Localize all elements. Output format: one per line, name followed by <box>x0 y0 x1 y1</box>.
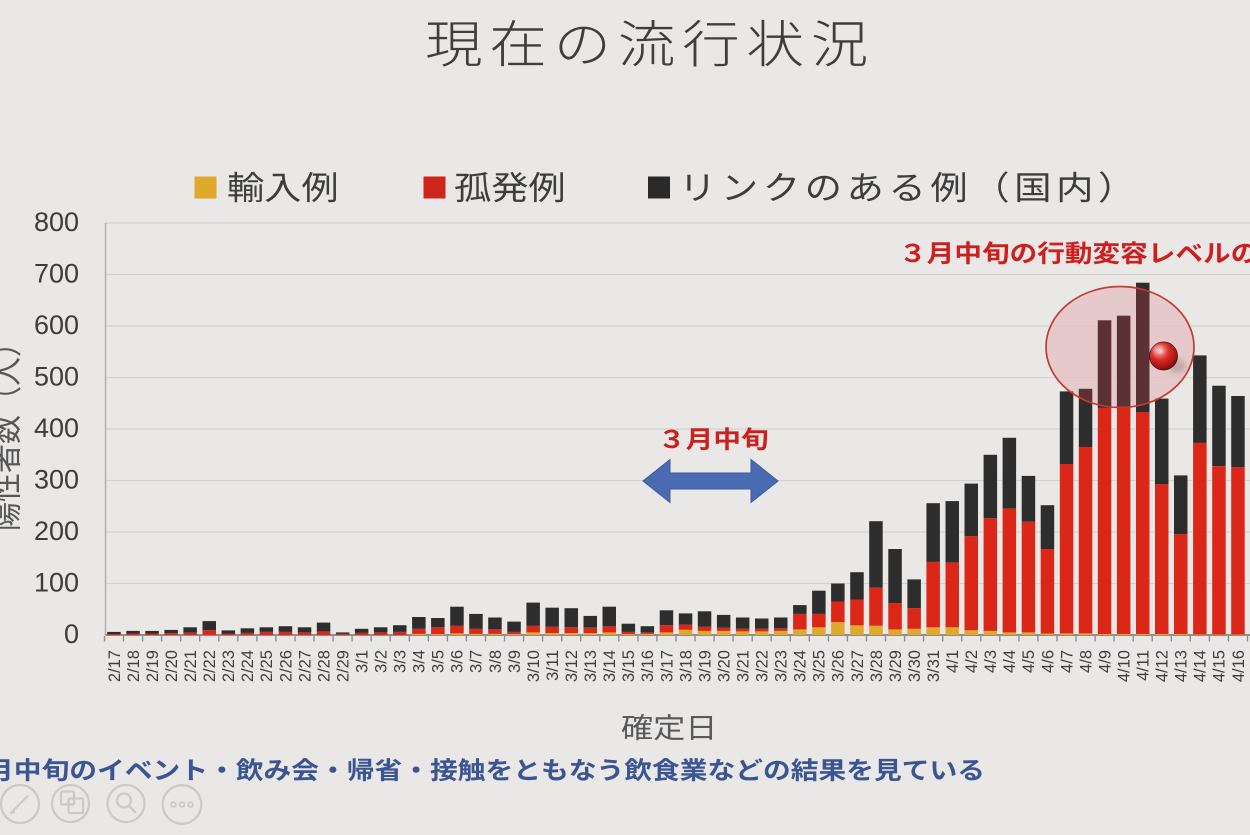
svg-text:800: 800 <box>34 207 79 237</box>
svg-text:2/22: 2/22 <box>201 650 219 682</box>
svg-text:3/1: 3/1 <box>353 650 371 673</box>
svg-text:4/8: 4/8 <box>1077 650 1095 673</box>
svg-text:2/23: 2/23 <box>220 650 238 682</box>
svg-text:4/11: 4/11 <box>1135 650 1153 681</box>
svg-text:3/31: 3/31 <box>925 650 943 682</box>
svg-text:300: 300 <box>34 465 79 495</box>
svg-text:3/21: 3/21 <box>734 650 752 682</box>
svg-text:3/26: 3/26 <box>830 650 848 682</box>
svg-text:3/19: 3/19 <box>696 650 714 682</box>
svg-text:0: 0 <box>64 619 79 649</box>
svg-text:3/16: 3/16 <box>639 650 657 682</box>
svg-text:3/27: 3/27 <box>849 650 867 682</box>
svg-text:2/27: 2/27 <box>296 650 314 682</box>
svg-text:3/28: 3/28 <box>868 650 886 682</box>
svg-text:600: 600 <box>34 310 79 340</box>
svg-text:2/28: 2/28 <box>315 650 333 682</box>
svg-text:3/13: 3/13 <box>582 650 600 682</box>
svg-text:4/4: 4/4 <box>1001 650 1019 673</box>
svg-text:3/6: 3/6 <box>449 650 467 673</box>
svg-text:2/19: 2/19 <box>144 650 162 682</box>
svg-text:2/17: 2/17 <box>106 650 124 682</box>
svg-text:3/14: 3/14 <box>601 650 619 682</box>
svg-text:2/25: 2/25 <box>258 650 276 682</box>
svg-text:3/8: 3/8 <box>487 650 505 673</box>
svg-text:700: 700 <box>34 259 79 289</box>
svg-text:4/3: 4/3 <box>982 650 1000 673</box>
svg-text:3/10: 3/10 <box>525 650 543 682</box>
svg-text:4/1: 4/1 <box>944 650 962 673</box>
svg-text:4/2: 4/2 <box>963 650 981 673</box>
svg-text:3/7: 3/7 <box>468 650 486 673</box>
svg-text:4/10: 4/10 <box>1116 650 1134 682</box>
svg-text:3/30: 3/30 <box>906 650 924 682</box>
svg-text:4/15: 4/15 <box>1211 650 1229 682</box>
svg-text:2/20: 2/20 <box>163 650 181 682</box>
svg-text:3/15: 3/15 <box>620 650 638 682</box>
svg-text:4/9: 4/9 <box>1096 650 1114 673</box>
svg-text:3/17: 3/17 <box>658 650 676 682</box>
svg-text:3/20: 3/20 <box>715 650 733 682</box>
svg-text:3/3: 3/3 <box>392 650 410 673</box>
svg-text:4/14: 4/14 <box>1192 650 1210 682</box>
svg-text:4/16: 4/16 <box>1230 650 1248 682</box>
svg-text:400: 400 <box>34 413 79 443</box>
svg-text:3/18: 3/18 <box>677 650 695 682</box>
svg-text:2/26: 2/26 <box>277 650 295 682</box>
svg-text:200: 200 <box>34 516 79 546</box>
svg-text:3/9: 3/9 <box>506 650 524 673</box>
svg-text:2/29: 2/29 <box>334 650 352 682</box>
svg-text:3/4: 3/4 <box>411 650 429 673</box>
svg-text:100: 100 <box>34 568 79 598</box>
svg-text:3/29: 3/29 <box>887 650 905 682</box>
svg-text:3/2: 3/2 <box>373 650 391 673</box>
svg-text:4/5: 4/5 <box>1020 650 1038 673</box>
svg-text:2/21: 2/21 <box>182 650 200 682</box>
svg-text:4/7: 4/7 <box>1058 650 1076 673</box>
svg-text:2/24: 2/24 <box>239 650 257 682</box>
svg-text:500: 500 <box>34 362 79 392</box>
svg-text:3/12: 3/12 <box>563 650 581 682</box>
svg-text:3/23: 3/23 <box>773 650 791 682</box>
svg-text:3/11: 3/11 <box>544 650 562 681</box>
svg-text:2/18: 2/18 <box>125 650 143 682</box>
svg-text:4/12: 4/12 <box>1154 650 1172 682</box>
svg-text:4/13: 4/13 <box>1173 650 1191 682</box>
svg-text:3/5: 3/5 <box>430 650 448 673</box>
svg-text:3/24: 3/24 <box>792 650 810 682</box>
svg-text:3/25: 3/25 <box>811 650 829 682</box>
svg-text:3/22: 3/22 <box>754 650 772 682</box>
svg-text:4/6: 4/6 <box>1039 650 1057 673</box>
